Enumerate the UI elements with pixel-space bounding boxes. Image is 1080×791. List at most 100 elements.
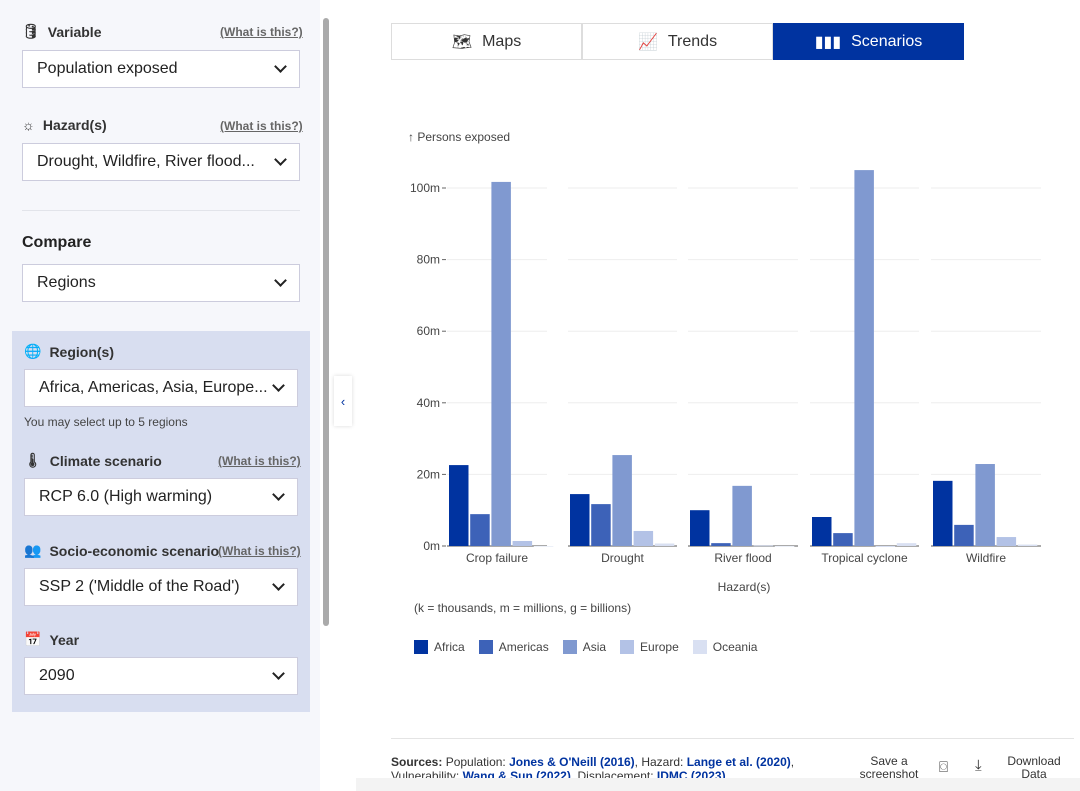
sidebar: 🛢 Variable (What is this?) Population exp… — [0, 0, 320, 791]
y-tick-label: 20m — [417, 467, 440, 481]
tab-maps[interactable]: 🗺 Maps — [391, 23, 582, 60]
climate-help-link[interactable]: (What is this?) — [218, 454, 301, 468]
y-tick-label: 40m — [417, 396, 440, 410]
tab-scenarios[interactable]: ▮▮▮ Scenarios — [773, 23, 964, 60]
regions-label: 🌐 Region(s) — [24, 343, 114, 360]
y-tick-label: 100m — [410, 181, 440, 195]
x-axis-title: Hazard(s) — [718, 580, 771, 594]
variable-select[interactable]: Population exposed — [22, 50, 300, 88]
calendar-icon: 📅 — [24, 631, 42, 647]
y-tick-label: 60m — [417, 324, 440, 338]
climate-label: 🌡 Climate scenario — [24, 452, 162, 469]
bar-asia — [612, 455, 632, 546]
x-tick-label: Tropical cyclone — [821, 551, 908, 565]
legend-label: Africa — [434, 640, 465, 654]
legend-label: Asia — [582, 640, 607, 654]
bar-africa — [449, 465, 469, 546]
regions-select[interactable]: Africa, Americas, Asia, Europe... — [24, 369, 298, 407]
hazard-help-link[interactable]: (What is this?) — [220, 119, 303, 133]
legend-swatch — [692, 640, 707, 654]
horizontal-scrollbar[interactable] — [356, 778, 1080, 791]
bar-oceania — [774, 546, 795, 547]
chevron-down-icon — [272, 578, 285, 591]
bar-chart: ↑ Persons exposed 0m 20m 40m 60m 80m 100m Crop … — [408, 130, 1041, 594]
bar-europe — [996, 537, 1017, 546]
download-icon[interactable]: ⤓ — [975, 757, 982, 774]
map-icon: 🗺 — [451, 33, 473, 51]
x-tick-label: River flood — [714, 551, 771, 565]
x-tick-label: Drought — [601, 551, 644, 565]
legend-swatch — [414, 640, 428, 654]
y-axis-title: ↑ Persons exposed — [408, 130, 510, 144]
legend-swatch — [562, 640, 577, 654]
variable-help-link[interactable]: (What is this?) — [220, 25, 303, 39]
bar-africa — [570, 494, 590, 546]
bar-chart-icon: ▮▮▮ — [814, 33, 842, 51]
bar-africa — [933, 480, 953, 546]
bar-asia — [491, 181, 511, 546]
camera-icon[interactable]: ⌼ — [939, 759, 949, 776]
unit-note: (k = thousands, m = millions, g = billio… — [414, 601, 632, 615]
view-tabs: 🗺 Maps 📈 Trends ▮▮▮ Scenarios — [391, 23, 964, 60]
socio-help-link[interactable]: (What is this?) — [218, 544, 301, 558]
compare-select[interactable]: Regions — [22, 264, 300, 302]
bar-europe — [633, 530, 654, 546]
chevron-down-icon — [272, 488, 285, 501]
divider — [22, 210, 300, 211]
legend: Africa Americas Asia Europe Oceania — [414, 640, 757, 654]
x-tick-label: Wildfire — [966, 551, 1006, 565]
legend-item[interactable]: Asia — [562, 640, 607, 654]
legend-item[interactable]: Americas — [478, 640, 549, 654]
year-select[interactable]: 2090 — [24, 657, 298, 695]
source-link[interactable]: Lange et al. (2020) — [686, 755, 791, 769]
sun-icon: ☼ — [22, 117, 35, 133]
bar-oceania — [1017, 544, 1038, 546]
scrollbar-thumb[interactable] — [323, 18, 329, 626]
socio-select[interactable]: SSP 2 ('Middle of the Road') — [24, 568, 298, 606]
thermometer-icon: 🌡 — [24, 452, 42, 468]
bar-americas — [470, 514, 490, 546]
source-link[interactable]: Jones & O'Neill (2016) — [509, 755, 635, 769]
chevron-down-icon — [272, 379, 285, 392]
x-tick-label: Crop failure — [466, 551, 528, 565]
bar-europe — [753, 545, 774, 547]
chevron-down-icon — [274, 274, 287, 287]
legend-item[interactable]: Europe — [620, 640, 679, 654]
regions-note: You may select up to 5 regions — [24, 415, 188, 429]
tab-trends[interactable]: 📈 Trends — [582, 23, 773, 60]
save-screenshot-button[interactable]: Save a screenshot — [859, 754, 919, 781]
bar-oceania — [533, 546, 554, 547]
hazard-label: ☼ Hazard(s) — [22, 117, 107, 133]
bar-africa — [690, 510, 710, 546]
download-data-button[interactable]: Download Data — [1007, 754, 1061, 781]
chevron-left-icon: ‹ — [340, 393, 346, 409]
legend-label: Europe — [640, 640, 679, 654]
legend-item[interactable]: Oceania — [692, 640, 758, 654]
people-icon: 👥 — [24, 542, 42, 558]
y-tick-label: 80m — [417, 253, 440, 267]
bar-asia — [975, 464, 995, 546]
bar-africa — [812, 517, 832, 546]
legend-label: Oceania — [712, 640, 758, 654]
line-chart-icon: 📈 — [637, 33, 658, 51]
variable-label: 🛢 Variable — [22, 23, 102, 40]
bar-europe — [512, 540, 533, 546]
bar-americas — [954, 524, 974, 546]
bar-americas — [833, 533, 853, 546]
climate-select[interactable]: RCP 6.0 (High warming) — [24, 478, 298, 516]
year-label: 📅 Year — [24, 631, 80, 648]
chevron-down-icon — [274, 153, 287, 166]
bar-americas — [711, 543, 731, 546]
chevron-down-icon — [272, 667, 285, 680]
globe-icon: 🌐 — [24, 343, 42, 359]
legend-swatch — [620, 640, 635, 654]
bar-europe — [875, 546, 896, 547]
hazard-select[interactable]: Drought, Wildfire, River flood... — [22, 143, 300, 181]
legend-item[interactable]: Africa — [414, 640, 465, 654]
database-icon: 🛢 — [22, 23, 40, 39]
compare-heading: Compare — [22, 234, 92, 251]
y-tick-label: 0m — [423, 539, 440, 553]
collapse-sidebar-button[interactable]: ‹ — [334, 376, 352, 426]
socio-label: 👥 Socio-economic scenario — [24, 542, 220, 559]
chevron-down-icon — [274, 60, 287, 73]
